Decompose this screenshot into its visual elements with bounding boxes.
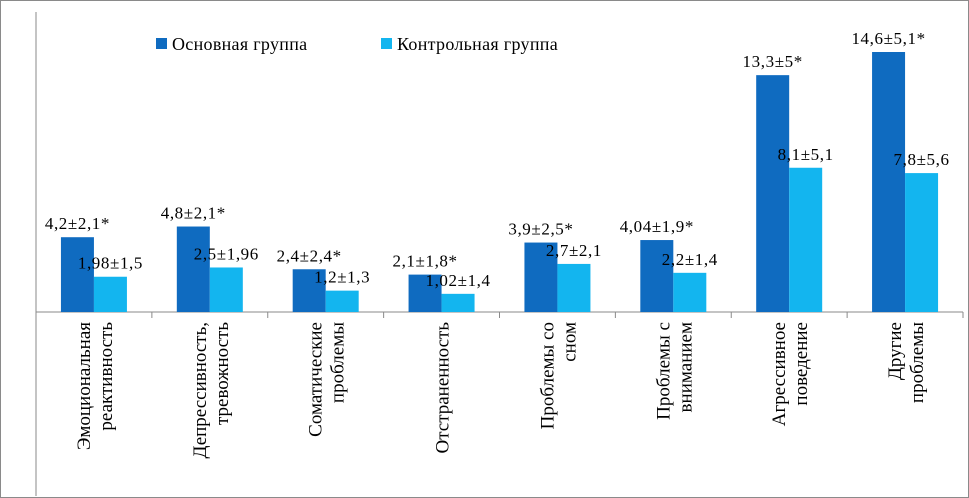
legend: Основная группа Контрольная группа [156,34,558,54]
bar-control-group [93,276,127,312]
data-label-control-group: 7,8±5,6 [894,150,950,169]
category-label-line: тревожность [212,322,233,425]
bar-main-group [872,52,906,312]
bar-control-group [209,267,243,312]
data-label-control-group: 1,02±1,4 [425,271,490,290]
bar-control-group [557,263,591,312]
data-label-main-group: 3,9±2,5* [508,220,573,239]
category-label-line: проблемы [328,322,349,403]
category-label-line: Другие [885,322,906,380]
data-label-main-group: 4,2±2,1* [45,214,110,233]
bar-main-group [176,226,210,312]
data-label-main-group: 2,1±1,8* [392,252,457,271]
bar-control-group [905,173,939,312]
category-label-line: вниманием [675,322,696,412]
category-label-line: Соматические [306,322,327,437]
category-label-line: Депрессивность, [190,322,211,459]
bar-main-group [524,242,558,312]
bar-main-group [408,274,442,312]
bar-main-group [756,75,790,312]
plot-area: 4,2±2,1* 1,98±1,5 Эмоциональная реактивност… [35,12,964,496]
category-label: Агрессивное поведение [769,322,812,426]
data-label-main-group: 13,3±5* [743,52,803,71]
category-label-line: Проблемы с [653,322,674,420]
category-label-line: поведение [791,322,812,406]
category-label: Отстраненность [433,322,454,454]
category-label-line: сном [559,322,580,362]
category-label: Проблемы со сном [537,322,580,429]
category-label: Другие проблемы [885,322,928,403]
data-label-control-group: 8,1±5,1 [778,145,834,164]
data-label-control-group: 2,5±1,96 [194,244,259,263]
category-label-line: Эмоциональная [74,322,95,450]
category-label-line: проблемы [907,322,928,403]
bar-main-group [640,240,674,312]
category-label: Депрессивность, тревожность [190,322,233,459]
data-label-main-group: 4,04±1,9* [620,217,694,236]
bar-control-group [789,167,823,312]
data-label-main-group: 14,6±5,1* [851,29,925,48]
bar-control-group [325,290,359,312]
category-label: Проблемы с вниманием [653,322,696,420]
data-label-control-group: 1,98±1,5 [78,254,143,273]
bar-main-group [60,237,94,312]
category-label: Эмоциональная реактивность [74,322,117,450]
legend-label-main-group: Основная группа [172,34,307,54]
category-label: Соматические проблемы [306,322,349,437]
bar-control-group [673,272,707,312]
category-label-line: Агрессивное [769,322,790,426]
data-label-control-group: 1,2±1,3 [314,268,370,287]
category-label-line: Проблемы со [537,322,558,429]
category-label-line: реактивность [96,322,117,431]
category-label-line: Отстраненность [433,322,454,454]
legend-swatch-main-group [156,38,167,49]
data-label-main-group: 2,4±2,4* [277,246,342,265]
data-label-main-group: 4,8±2,1* [161,204,226,223]
data-label-control-group: 2,7±2,1 [546,241,602,260]
legend-swatch-control-group [381,38,392,49]
data-label-control-group: 2,2±1,4 [662,250,718,269]
bar-main-group [292,269,326,312]
bar-control-group [441,293,475,312]
legend-label-control-group: Контрольная группа [397,34,558,54]
